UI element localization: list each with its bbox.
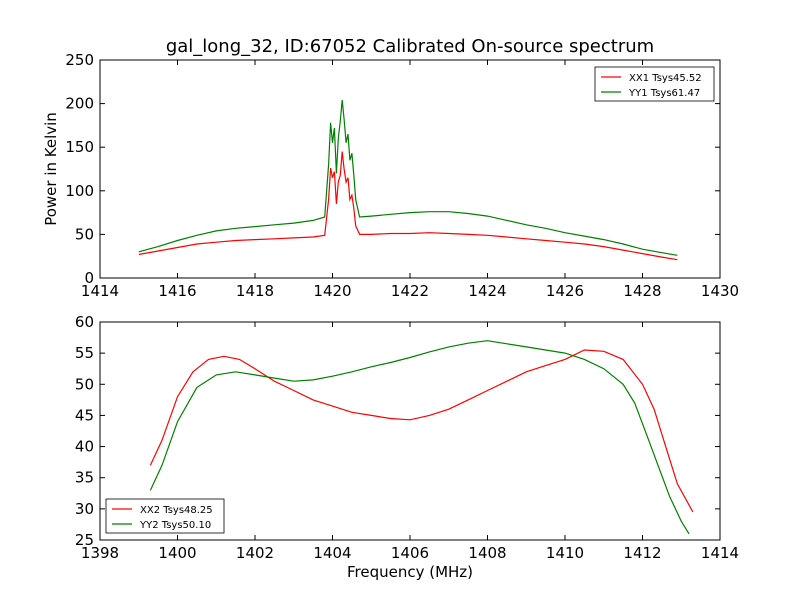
bottom-x-tick-label: 1412 — [623, 544, 661, 562]
bottom-y-tick-label: 60 — [75, 313, 94, 331]
bottom-x-tick-label: 1404 — [313, 544, 351, 562]
chart-title: gal_long_32, ID:67052 Calibrated On-sour… — [166, 36, 654, 57]
top-legend-label: YY1 Tsys61.47 — [628, 88, 700, 99]
top-y-tick-label: 200 — [65, 95, 94, 113]
top-legend-label: XX1 Tsys45.52 — [629, 73, 702, 84]
top-y-tick-label: 250 — [65, 51, 94, 69]
top-x-tick-label: 1420 — [313, 282, 351, 300]
bottom-legend-box — [105, 498, 225, 534]
bottom-y-tick-label: 30 — [75, 500, 94, 518]
bottom-x-tick-label: 1402 — [236, 544, 274, 562]
top-y-tick-label: 50 — [75, 225, 94, 243]
bottom-series-line-2 — [149, 340, 690, 535]
bottom-series-line-1 — [149, 349, 694, 513]
bottom-y-tick-label: 50 — [75, 375, 94, 393]
bottom-x-tick-label: 1414 — [701, 544, 739, 562]
bottom-y-tick-label: 40 — [75, 438, 94, 456]
bottom-legend-label: YY2 Tsys50.10 — [139, 520, 211, 531]
top-x-tick-label: 1426 — [546, 282, 584, 300]
top-x-tick-label: 1416 — [158, 282, 196, 300]
top-x-tick-label: 1418 — [236, 282, 274, 300]
bottom-y-tick-label: 55 — [75, 344, 94, 362]
bottom-y-tick-label: 25 — [75, 531, 94, 549]
top-x-tick-label: 1414 — [81, 282, 119, 300]
top-x-tick-label: 1430 — [701, 282, 739, 300]
bottom-x-tick-label: 1410 — [546, 544, 584, 562]
top-x-tick-label: 1424 — [468, 282, 506, 300]
bottom-y-tick-label: 45 — [75, 406, 94, 424]
bottom-legend-label: XX2 Tsys48.25 — [140, 505, 213, 516]
top-series-line-1 — [138, 151, 678, 261]
top-y-axis-label: Power in Kelvin — [42, 112, 60, 226]
bottom-legend: XX2 Tsys48.25 YY2 Tsys50.10 — [105, 498, 225, 534]
bottom-spectrum-panel: 1398 1400 1402 1404 1406 1408 1410 1412 1414 25 30… — [75, 313, 739, 562]
bottom-x-tick-label: 1400 — [158, 544, 196, 562]
bottom-y-tick-label: 35 — [75, 469, 94, 487]
top-legend: XX1 Tsys45.52 YY1 Tsys61.47 — [594, 66, 715, 102]
bottom-x-axis-label: Frequency (MHz) — [347, 563, 473, 581]
top-x-tick-label: 1428 — [623, 282, 661, 300]
top-x-tick-label: 1422 — [391, 282, 429, 300]
top-y-tick-label: 0 — [84, 269, 94, 287]
top-legend-box — [594, 66, 715, 102]
bottom-x-tick-label: 1398 — [81, 544, 119, 562]
top-series-line-2 — [138, 100, 678, 256]
top-y-tick-label: 100 — [65, 182, 94, 200]
bottom-x-tick-label: 1408 — [468, 544, 506, 562]
top-spectrum-panel: 1414 1416 1418 1420 1422 1424 1426 1428 1430 0 50 1… — [65, 51, 739, 300]
bottom-x-tick-label: 1406 — [391, 544, 429, 562]
top-y-tick-label: 150 — [65, 138, 94, 156]
